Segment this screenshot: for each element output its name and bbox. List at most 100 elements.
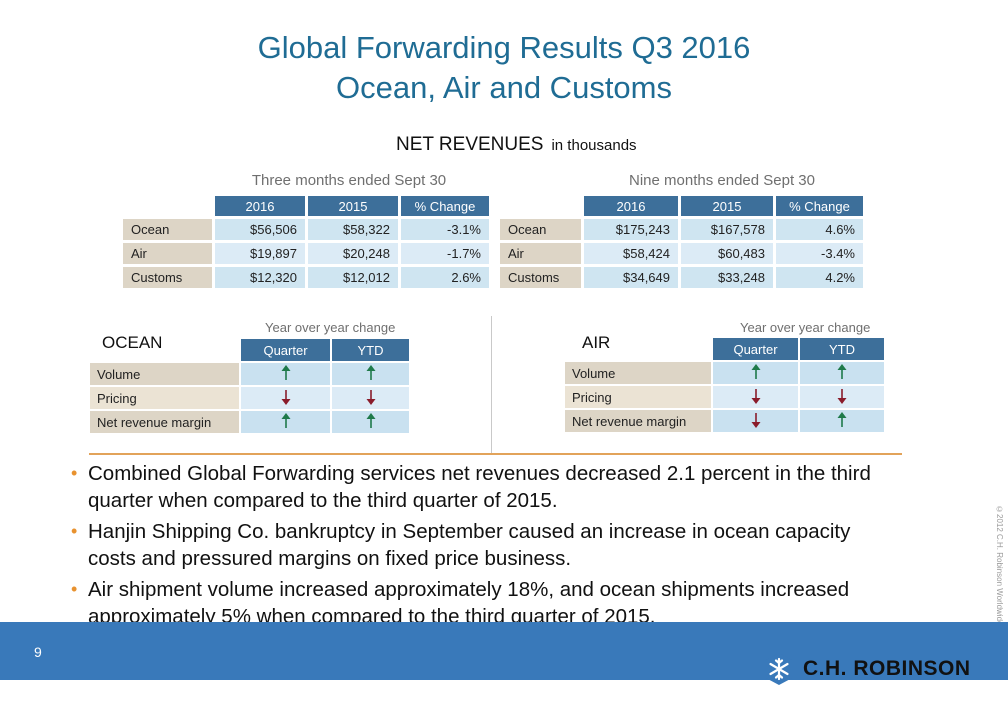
value-2015: $58,322 xyxy=(308,219,398,240)
table-header-row: Quarter YTD xyxy=(565,338,884,360)
arrow-up-icon xyxy=(366,364,376,384)
quarter-trend xyxy=(713,362,798,384)
header-spacer xyxy=(90,339,239,361)
table-row: Air $19,897 $20,248 -1.7% xyxy=(123,243,489,264)
col-header-ytd: YTD xyxy=(800,338,884,360)
arrow-up-icon xyxy=(837,411,847,431)
table-row: Customs $34,649 $33,248 4.2% xyxy=(500,267,863,288)
row-label: Pricing xyxy=(90,387,239,409)
company-logo: C.H. ROBINSON xyxy=(762,652,971,686)
value-change: 4.6% xyxy=(776,219,863,240)
net-revenues-unit: in thousands xyxy=(551,137,637,154)
arrow-down-icon xyxy=(281,389,291,408)
value-2015: $12,012 xyxy=(308,267,398,288)
col-header-2016: 2016 xyxy=(215,196,305,216)
ytd-trend xyxy=(800,362,884,384)
title-line-2: Ocean, Air and Customs xyxy=(336,70,672,105)
arrow-down-icon xyxy=(751,412,761,431)
row-label: Pricing xyxy=(565,386,711,408)
row-label: Customs xyxy=(123,267,212,288)
quarter-trend xyxy=(241,387,330,409)
value-change: 4.2% xyxy=(776,267,863,288)
ocean-section-title: OCEAN xyxy=(102,333,163,352)
ocean-yoy-table: Quarter YTD Volume Pricing Net revenue m… xyxy=(88,337,411,435)
col-header-2015: 2015 xyxy=(681,196,773,216)
net-revenues-heading: NET REVENUES in thousands xyxy=(396,134,637,156)
row-label: Air xyxy=(123,243,212,264)
ytd-trend xyxy=(332,411,409,433)
footer: 9 C.H. ROBINSON xyxy=(0,622,1008,720)
row-label: Ocean xyxy=(500,219,581,240)
air-yoy-table: Quarter YTD Volume Pricing Net revenue m… xyxy=(563,336,886,434)
snowflake-cube-icon xyxy=(764,653,794,685)
value-2015: $20,248 xyxy=(308,243,398,264)
value-change: 2.6% xyxy=(401,267,489,288)
title-line-1: Global Forwarding Results Q3 2016 xyxy=(257,30,751,65)
three-months-table: 2016 2015 % Change Ocean $56,506 $58,322… xyxy=(120,193,492,291)
value-2016: $56,506 xyxy=(215,219,305,240)
header-spacer xyxy=(565,338,711,360)
table-row: Volume xyxy=(90,363,409,385)
arrow-up-icon xyxy=(281,364,291,384)
table-header-row: 2016 2015 % Change xyxy=(500,196,863,216)
logo-text: C.H. ROBINSON xyxy=(803,657,971,680)
arrow-down-icon xyxy=(837,388,847,407)
copyright-notice: ©2012 C.H. Robinson Worldwide, Inc. All … xyxy=(995,505,1004,718)
air-section-title: AIR xyxy=(582,333,611,352)
value-change: -3.1% xyxy=(401,219,489,240)
table-row: Ocean $56,506 $58,322 -3.1% xyxy=(123,219,489,240)
three-months-period: Three months ended Sept 30 xyxy=(251,172,447,189)
col-header-change: % Change xyxy=(401,196,489,216)
ytd-trend xyxy=(332,363,409,385)
value-change: -3.4% xyxy=(776,243,863,264)
col-header-2015: 2015 xyxy=(308,196,398,216)
value-2016: $19,897 xyxy=(215,243,305,264)
nine-months-period: Nine months ended Sept 30 xyxy=(629,172,815,189)
arrow-up-icon xyxy=(366,412,376,432)
nine-months-table: 2016 2015 % Change Ocean $175,243 $167,5… xyxy=(497,193,866,291)
header-spacer xyxy=(123,196,212,216)
row-label: Net revenue margin xyxy=(90,411,239,433)
slide-title: Global Forwarding Results Q3 2016 Ocean,… xyxy=(0,28,1008,108)
bullet-item: Hanjin Shipping Co. bankruptcy in Septem… xyxy=(68,518,888,572)
arrow-up-icon xyxy=(281,412,291,432)
ytd-trend xyxy=(332,387,409,409)
ytd-trend xyxy=(800,386,884,408)
arrow-up-icon xyxy=(751,363,761,383)
row-label: Net revenue margin xyxy=(565,410,711,432)
accent-divider xyxy=(89,453,902,455)
row-label: Ocean xyxy=(123,219,212,240)
table-header-row: Quarter YTD xyxy=(90,339,409,361)
table-row: Air $58,424 $60,483 -3.4% xyxy=(500,243,863,264)
ytd-trend xyxy=(800,410,884,432)
row-label: Air xyxy=(500,243,581,264)
table-row: Pricing xyxy=(90,387,409,409)
value-2016: $34,649 xyxy=(584,267,678,288)
col-header-quarter: Quarter xyxy=(241,339,330,361)
footer-band: 9 xyxy=(0,622,1008,680)
row-label: Volume xyxy=(90,363,239,385)
air-yoy-caption: Year over year change xyxy=(740,320,871,335)
quarter-trend xyxy=(241,363,330,385)
value-2016: $12,320 xyxy=(215,267,305,288)
value-2015: $60,483 xyxy=(681,243,773,264)
value-change: -1.7% xyxy=(401,243,489,264)
table-row: Net revenue margin xyxy=(565,410,884,432)
row-label: Customs xyxy=(500,267,581,288)
quarter-trend xyxy=(713,386,798,408)
table-row: Pricing xyxy=(565,386,884,408)
page-number: 9 xyxy=(34,644,42,660)
col-header-change: % Change xyxy=(776,196,863,216)
table-row: Volume xyxy=(565,362,884,384)
header-spacer xyxy=(500,196,581,216)
col-header-2016: 2016 xyxy=(584,196,678,216)
row-label: Volume xyxy=(565,362,711,384)
arrow-down-icon xyxy=(366,389,376,408)
table-row: Ocean $175,243 $167,578 4.6% xyxy=(500,219,863,240)
net-revenues-label: NET REVENUES xyxy=(396,134,544,155)
quarter-trend xyxy=(241,411,330,433)
col-header-quarter: Quarter xyxy=(713,338,798,360)
value-2016: $175,243 xyxy=(584,219,678,240)
value-2015: $167,578 xyxy=(681,219,773,240)
section-divider xyxy=(491,316,492,454)
